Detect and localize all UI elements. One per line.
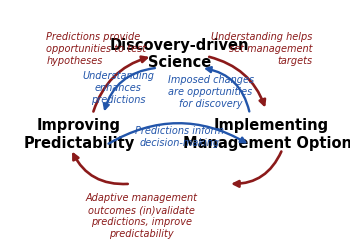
Text: Adaptive management
outcomes (in)validate
predictions, improve
predictability: Adaptive management outcomes (in)validat… — [85, 193, 197, 238]
Text: Improving
Predictability: Improving Predictability — [23, 117, 135, 151]
Text: Imposed changes
are opportunities
for discovery: Imposed changes are opportunities for di… — [168, 75, 254, 108]
Text: Understanding helps
set management
targets: Understanding helps set management targe… — [211, 32, 312, 66]
Text: Discovery-driven
Science: Discovery-driven Science — [110, 38, 249, 70]
Text: Predictions inform
decision-making: Predictions inform decision-making — [135, 126, 224, 148]
Text: Implementing
Management Options: Implementing Management Options — [183, 117, 350, 151]
Text: Predictions provide
opportunities to test
hypotheses: Predictions provide opportunities to tes… — [47, 32, 147, 66]
Text: Understanding
enhances
predictions: Understanding enhances predictions — [82, 71, 154, 105]
